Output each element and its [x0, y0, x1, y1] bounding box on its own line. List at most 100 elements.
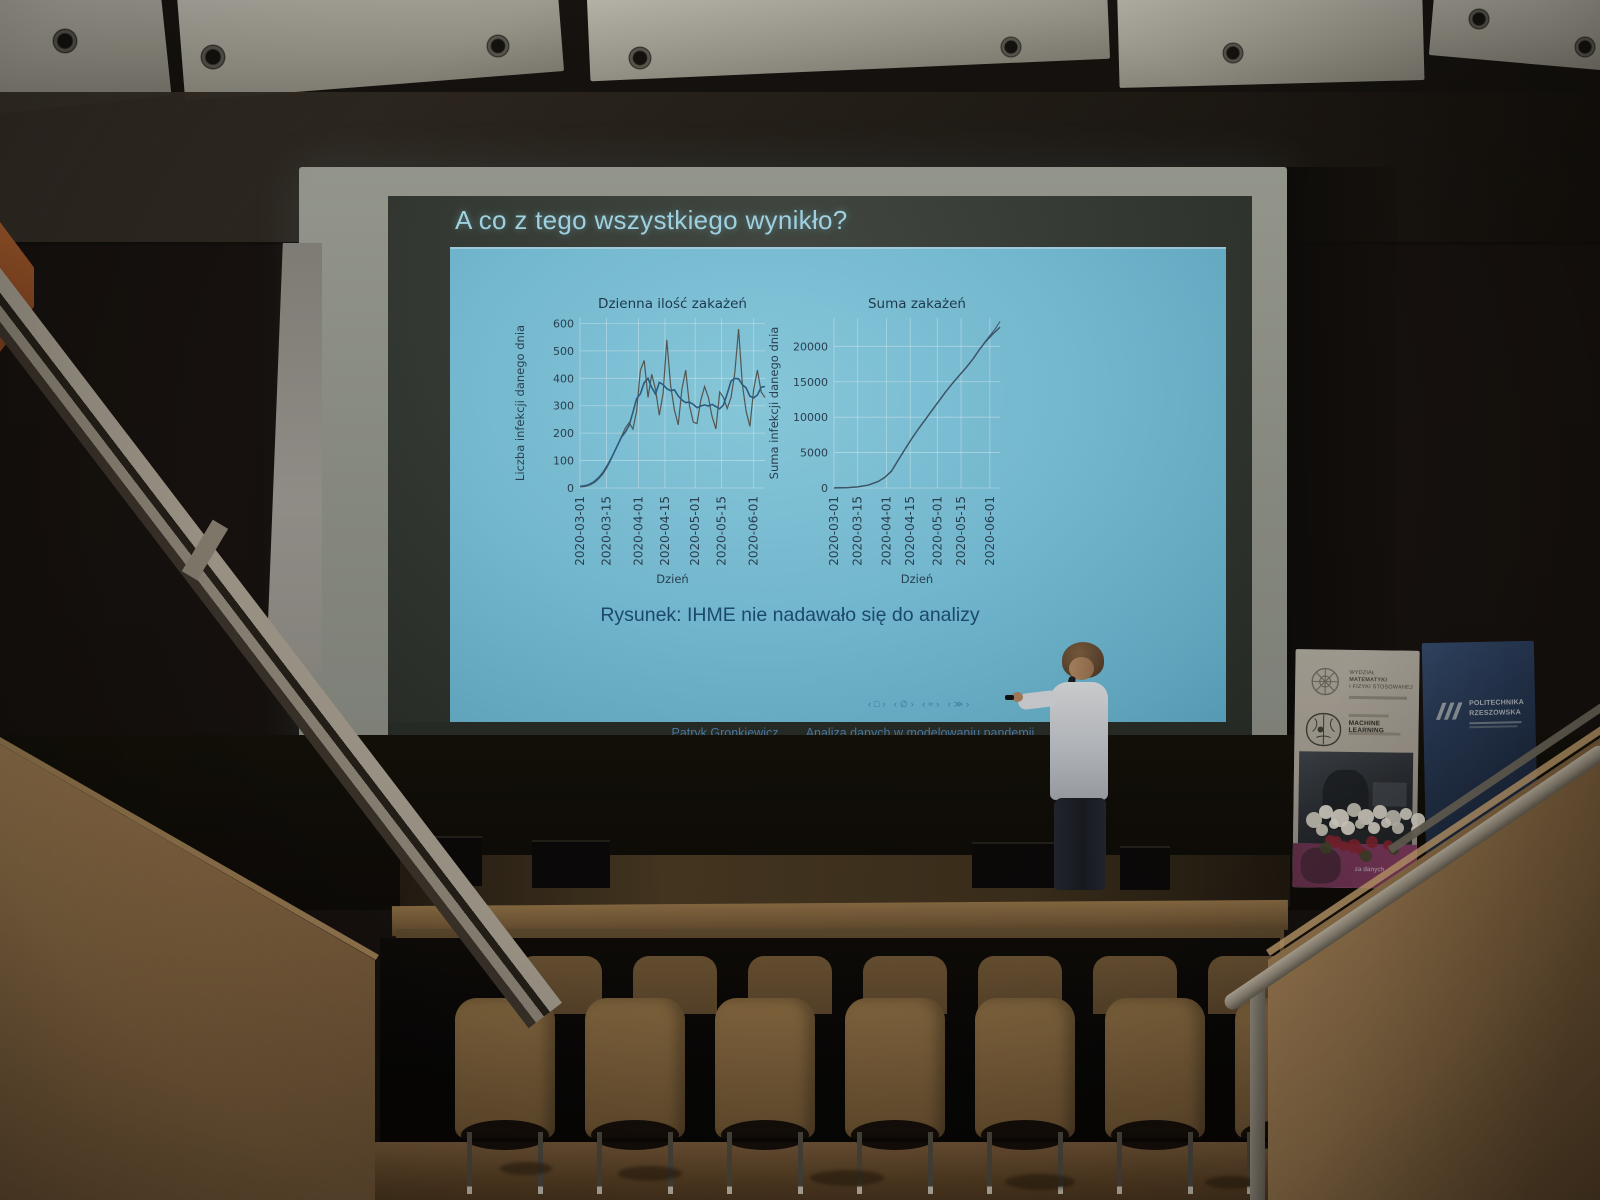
- seat-shadow: [721, 1120, 809, 1150]
- x-tick-label: 2020-03-01: [827, 496, 841, 566]
- y-tick-label: 600: [553, 317, 574, 330]
- seat-leg: [987, 1132, 992, 1194]
- slide-caption: Rysunek: IHME nie nadawało się do analiz…: [600, 604, 980, 626]
- ceiling-light: [628, 46, 652, 70]
- seat-leg: [467, 1132, 472, 1194]
- white-flower: [1373, 805, 1387, 819]
- y-tick-label: 500: [553, 345, 574, 358]
- seat-leg: [597, 1132, 602, 1194]
- ceiling-panel: [1428, 0, 1600, 75]
- red-flower: [1366, 836, 1378, 848]
- cumulative-line: [833, 326, 1001, 489]
- x-tick-label: 2020-03-15: [851, 496, 865, 566]
- cumulative-forecast-line: [982, 321, 1001, 345]
- ceiling-light: [200, 44, 226, 70]
- x-tick-label: 2020-03-15: [599, 496, 613, 566]
- seat-leg: [1117, 1132, 1122, 1194]
- seat-leg: [857, 1132, 862, 1194]
- seat: [715, 998, 815, 1138]
- chart-title: Dzienna ilość zakażeń: [598, 296, 747, 312]
- x-tick-label: 2020-03-01: [573, 496, 587, 566]
- seat-shadow: [1111, 1120, 1199, 1150]
- x-tick-label: 2020-04-15: [658, 496, 672, 566]
- slide-title: A co z tego wszystkiego wynikło?: [455, 205, 848, 235]
- chart-cumulative-infections: 0 5000 10000 15000 20000 2020-03-01 2020-03-15…: [767, 296, 1001, 586]
- speaker-trousers: [1054, 798, 1106, 890]
- flower-leaf: [1360, 850, 1372, 862]
- y-tick-label: 200: [553, 427, 574, 440]
- floor-mark: [618, 1166, 682, 1181]
- seat: [975, 998, 1075, 1138]
- seat-shadow: [461, 1120, 549, 1150]
- floor-mark: [1005, 1174, 1075, 1190]
- y-tick-label: 0: [821, 482, 828, 495]
- railing-post: [1250, 982, 1265, 1200]
- x-tick-label: 2020-04-01: [632, 496, 646, 566]
- x-tick-label: 2020-04-15: [903, 496, 917, 566]
- white-column: [266, 243, 322, 673]
- white-flower: [1368, 822, 1380, 834]
- y-tick-label: 10000: [793, 411, 828, 424]
- seat-shadow: [591, 1120, 679, 1150]
- y-tick-label: 100: [553, 455, 574, 468]
- y-tick-label: 20000: [793, 340, 828, 353]
- floor-mark: [500, 1162, 552, 1175]
- seat-leg: [1058, 1132, 1063, 1194]
- white-flower: [1316, 824, 1328, 836]
- speaker: [1005, 640, 1122, 890]
- y-tick-label: 15000: [793, 376, 828, 389]
- x-axis-label: Dzień: [901, 572, 933, 586]
- presenter-remote: [1005, 695, 1014, 700]
- ceiling-light: [1574, 36, 1596, 58]
- white-flower: [1400, 808, 1412, 820]
- x-tick-label: 2020-05-01: [688, 496, 702, 566]
- y-tick-label: 5000: [800, 447, 828, 460]
- ceiling-panel: [1116, 0, 1425, 88]
- ceiling-light: [1468, 8, 1490, 30]
- y-axis-label: Liczba infekcji danego dnia: [513, 325, 527, 481]
- seat-leg: [727, 1132, 732, 1194]
- seat: [845, 998, 945, 1138]
- white-flower: [1329, 819, 1339, 829]
- y-tick-label: 300: [553, 400, 574, 413]
- seat-leg: [798, 1132, 803, 1194]
- x-axis-label: Dzień: [656, 572, 688, 586]
- y-axis-label: Suma infekcji danego dnia: [767, 327, 781, 480]
- x-tick-label: 2020-05-15: [954, 496, 968, 566]
- red-flower: [1330, 836, 1342, 848]
- stage-monitor: [1120, 846, 1170, 890]
- seat-shadow: [981, 1120, 1069, 1150]
- seat: [585, 998, 685, 1138]
- seat-leg: [538, 1132, 543, 1194]
- seat-leg: [1188, 1132, 1193, 1194]
- seat: [1105, 998, 1205, 1138]
- ceiling-light: [1000, 36, 1022, 58]
- seat-leg: [668, 1132, 673, 1194]
- white-flower: [1319, 805, 1333, 819]
- ceiling-light: [486, 34, 510, 58]
- ceiling-light: [1222, 42, 1244, 64]
- x-tick-label: 2020-04-01: [880, 496, 894, 566]
- ceiling-light: [52, 28, 78, 54]
- chart-daily-infections: 0 100 200 300 400 500 600 2020-03-01 2020-03-15 2…: [513, 296, 766, 586]
- stage-monitor: [532, 840, 610, 888]
- flower-leaf: [1320, 842, 1332, 854]
- white-flower: [1341, 821, 1355, 835]
- ceiling-panel: [585, 0, 1111, 82]
- white-flower: [1355, 819, 1365, 829]
- floor-mark: [810, 1170, 884, 1186]
- speaker-shirt: [1050, 682, 1108, 800]
- white-flower: [1392, 822, 1404, 834]
- seat-leg: [928, 1132, 933, 1194]
- seat-shadow: [851, 1120, 939, 1150]
- balcony-floor: [370, 1142, 1290, 1200]
- y-tick-label: 0: [567, 482, 574, 495]
- x-tick-label: 2020-06-01: [983, 496, 997, 566]
- y-tick-label: 400: [553, 372, 574, 385]
- x-tick-label: 2020-05-01: [930, 496, 944, 566]
- white-flower: [1381, 818, 1391, 828]
- x-tick-label: 2020-05-15: [715, 496, 729, 566]
- chart-title: Suma zakażeń: [868, 296, 966, 312]
- beamer-navigation-symbols: ‹□› ‹∅› ‹≈› ‹≫›: [868, 699, 973, 709]
